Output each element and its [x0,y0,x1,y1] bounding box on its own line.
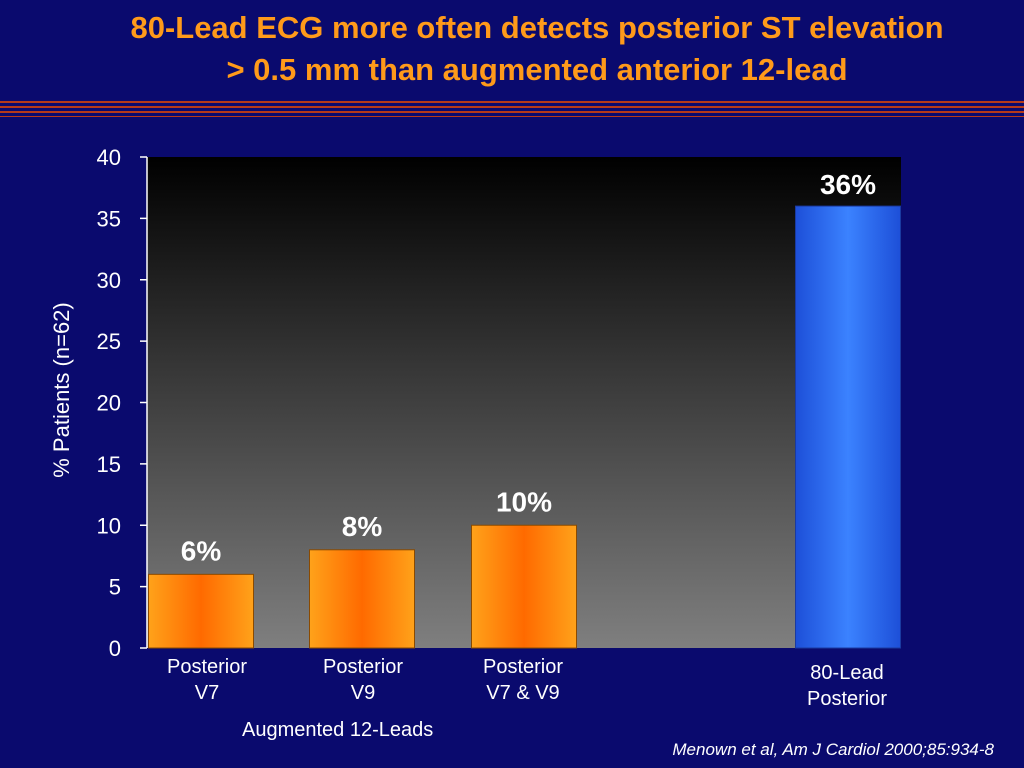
x-tick-label-line-2: V7 [194,682,220,704]
x-tick-label-line-2: V9 [350,682,376,704]
y-tick-label: 25 [97,329,121,354]
data-label: 6% [181,535,222,566]
x-tick-label-line-1: Posterior [166,656,248,678]
divider-line-3 [0,111,1024,113]
x-tick-label-line-1: Posterior [322,656,404,678]
divider-line-2 [0,106,1024,108]
y-tick-label: 20 [97,391,121,416]
y-tick-label: 0 [109,636,121,661]
bar [795,205,901,649]
title-line-2: > 0.5 mm than augmented anterior 12-lead [226,52,848,87]
y-tick-label: 15 [97,452,121,477]
bar [309,549,415,649]
x-tick-label-line-1: Posterior [482,656,564,678]
y-axis-label: % Patients (n=62) [49,302,74,478]
x-tick-label: Posterior V7 & V9 [483,654,563,706]
citation: Menown et al, Am J Cardiol 2000;85:934-8 [672,740,994,759]
bars [148,205,901,649]
x-group-label: Augmented 12-Leads [242,719,434,741]
title-line-1: 80-Lead ECG more often detects posterior… [130,10,944,45]
y-tick-label: 40 [97,145,121,170]
x-tick-label: Posterior V7 [167,654,247,706]
x-tick-label: 80-Lead Posterior [807,660,887,712]
data-labels: 6% 8% 10% 36% [181,169,876,566]
y-tick-label: 35 [97,206,121,231]
data-label: 36% [820,169,876,200]
data-label: 8% [342,511,383,542]
y-tick-label: 30 [97,268,121,293]
divider-line-4 [0,116,1024,117]
x-tick-label-line-1: 80-Lead [810,662,884,684]
divider-line-1 [0,101,1024,103]
x-tick-label: Posterior V9 [323,654,403,706]
x-tick-label-line-2: V7 & V9 [486,682,560,704]
bar [471,524,577,649]
bar [148,573,254,649]
y-tick-label: 5 [109,575,121,600]
x-tick-label-line-2: Posterior [806,688,888,710]
y-axis: 0 5 10 15 20 25 30 35 40 [97,145,148,661]
data-label: 10% [496,486,552,517]
y-tick-label: 10 [97,513,121,538]
